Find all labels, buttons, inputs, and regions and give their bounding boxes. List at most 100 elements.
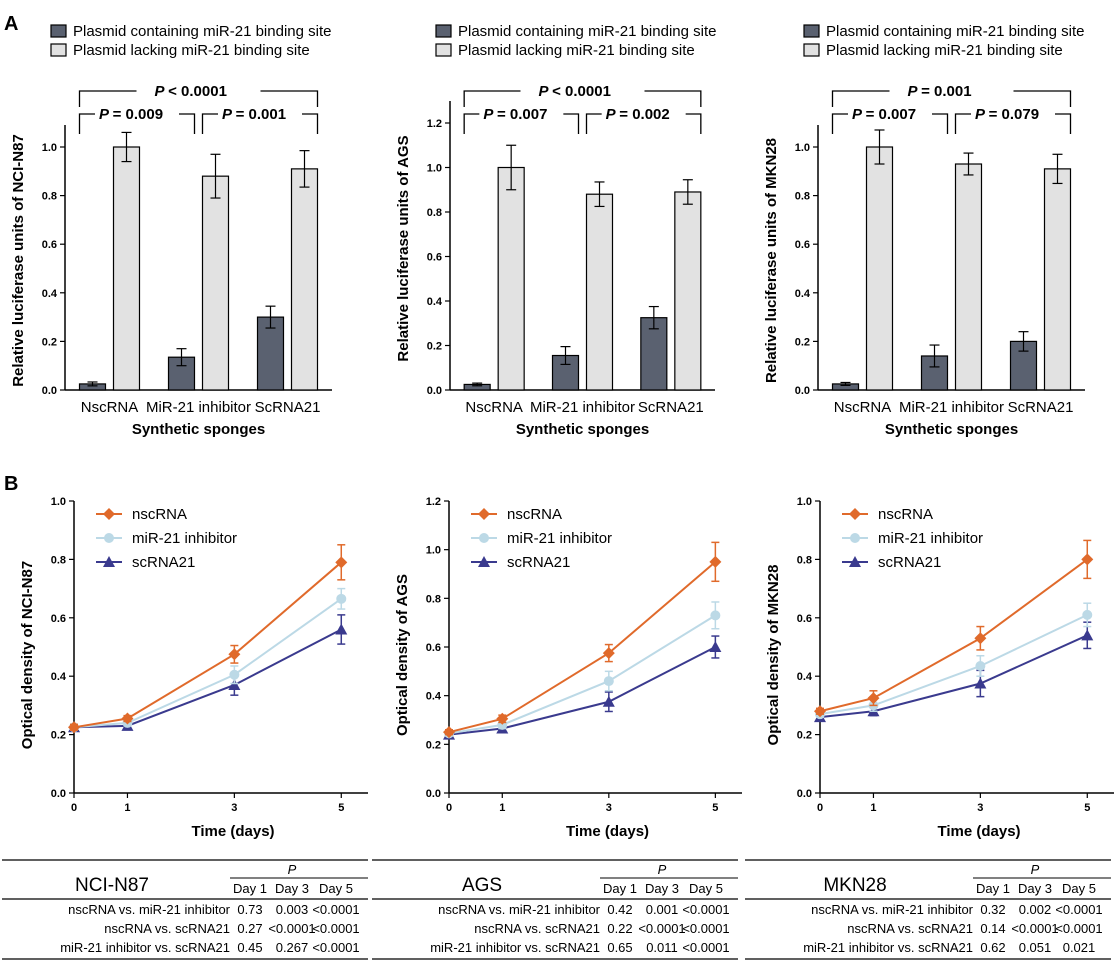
p-value-label: P = 0.009 [99,106,163,123]
y-tick-label: 1.0 [51,496,66,508]
marker-triangle [849,556,861,567]
p-value: = 0.079 [989,106,1039,123]
legend-label: miR-21 inhibitor [878,530,983,547]
legend-label: Plasmid lacking miR-21 binding site [458,42,695,59]
y-tick-label: 0.2 [427,341,442,353]
bar [497,166,525,391]
p-symbol: P [222,106,236,123]
series-line [73,598,342,729]
comparison-label: nscRNA vs. miR-21 inhibitor [438,902,600,917]
comparison-label: nscRNA vs. scRNA21 [104,921,230,936]
y-tick-label: 1.0 [795,142,810,154]
y-tick-label: 0.8 [795,191,810,203]
y-axis-title: Optical density of MKN28 [765,565,782,746]
category-label: NscRNA [465,399,523,416]
legend-swatch [435,24,452,38]
y-tick-label: 0.8 [797,554,812,566]
legend-label: nscRNA [878,506,933,523]
marker-triangle [602,695,615,707]
p-value-cell: 0.001 [646,902,679,917]
y-tick-label: 0.6 [427,252,442,264]
x-tick-label: 5 [1084,802,1090,814]
bracket-label-bg [218,104,302,124]
legend-swatch [50,24,67,38]
y-tick-label: 0.0 [797,788,812,800]
marker-circle [1082,609,1093,620]
marker-diamond [228,648,241,661]
y-tick-label: 0.6 [51,613,66,625]
x-tick-label: 1 [499,802,505,814]
panel-label-b: B [4,473,18,495]
series-line [448,561,717,734]
y-tick-label: 0.6 [795,239,810,251]
line-chart-2: 0.0 0.2 0.4 0.6 0.8 1.0 1.2 0 1 3 5 Optical density… [394,496,742,840]
y-axis-title: Relative luciferase units of MKN28 [763,138,780,383]
p-value: < 0.0001 [168,83,227,100]
bracket-label-bg [889,81,1014,101]
y-tick-label: 1.0 [427,163,442,175]
comparison-label: nscRNA vs. miR-21 inhibitor [68,902,230,917]
category-label: MiR-21 inhibitor [146,399,251,416]
y-tick-label: 1.0 [797,496,812,508]
marker-diamond [335,556,348,569]
y-tick-label: 0.4 [426,691,442,703]
series-line [73,628,342,729]
y-tick-label: 0.0 [427,385,442,397]
marker-circle [104,533,114,543]
day-header: Day 5 [319,881,353,896]
p-value: = 0.007 [497,106,547,123]
y-tick-label: 1.2 [426,496,441,508]
pvalue-table-2: AGS P Day 1 Day 3 Day 5 nscRNA vs. miR-21 inh… [372,859,738,960]
series-line [819,634,1088,719]
p-value-cell: 0.22 [607,921,632,936]
p-value-cell: 0.14 [980,921,1005,936]
legend-label: Plasmid containing miR-21 binding site [458,23,716,40]
p-value-cell: 0.021 [1063,940,1096,955]
bar [290,168,319,391]
legend-label: Plasmid lacking miR-21 binding site [826,42,1063,59]
p-value: = 0.001 [921,83,971,100]
bracket-label-bg [479,104,564,124]
charts-layer: 0.0 0.2 0.4 0.6 0.8 1.0 Relative luciferase un… [10,23,1114,840]
day-header: Day 5 [689,881,723,896]
p-value-label: P = 0.079 [975,106,1039,123]
marker-diamond [121,712,134,725]
p-symbol: P [539,83,553,100]
p-header: P [658,862,667,877]
legend-label: miR-21 inhibitor [507,530,612,547]
y-tick-label: 0.8 [42,191,57,203]
y-tick-label: 0.8 [427,207,442,219]
legend-label: Plasmid containing miR-21 binding site [73,23,331,40]
comparison-label: miR-21 inhibitor vs. scRNA21 [803,940,973,955]
bar [865,146,894,391]
marker-diamond [68,721,80,734]
y-tick-label: 0.8 [51,554,66,566]
p-value: = 0.007 [866,106,916,123]
p-value-cell: <0.0001 [312,921,359,936]
p-value-cell: <0.0001 [638,921,685,936]
p-symbol: P [975,106,989,123]
comparison-label: nscRNA vs. scRNA21 [847,921,973,936]
comparison-label: nscRNA vs. miR-21 inhibitor [811,902,973,917]
y-axis-title: Relative luciferase units of NCI-N87 [10,134,27,387]
p-value-cell: 0.62 [980,940,1005,955]
p-value: = 0.001 [236,106,286,123]
p-value-cell: 0.42 [607,902,632,917]
day-header: Day 5 [1062,881,1096,896]
marker-diamond [1081,553,1094,566]
y-tick-label: 0.2 [795,336,810,348]
marker-triangle [228,678,241,690]
bracket-label-bg [520,81,645,101]
y-tick-label: 0.6 [426,642,441,654]
day-header: Day 3 [645,881,679,896]
marker-diamond [974,632,987,645]
line-chart-1: 0.0 0.2 0.4 0.6 0.8 1.0 0 1 3 5 Optical density of… [19,496,368,840]
marker-circle [975,660,986,671]
y-tick-label: 0.4 [797,671,813,683]
p-header: P [288,862,297,877]
marker-circle [336,593,347,604]
y-tick-label: 0.0 [426,788,441,800]
legend-label: Plasmid containing miR-21 binding site [826,23,1084,40]
bar-chart-1: 0.0 0.2 0.4 0.6 0.8 1.0 Relative luciferase un… [10,23,332,438]
p-value-cell: <0.0001 [268,921,315,936]
